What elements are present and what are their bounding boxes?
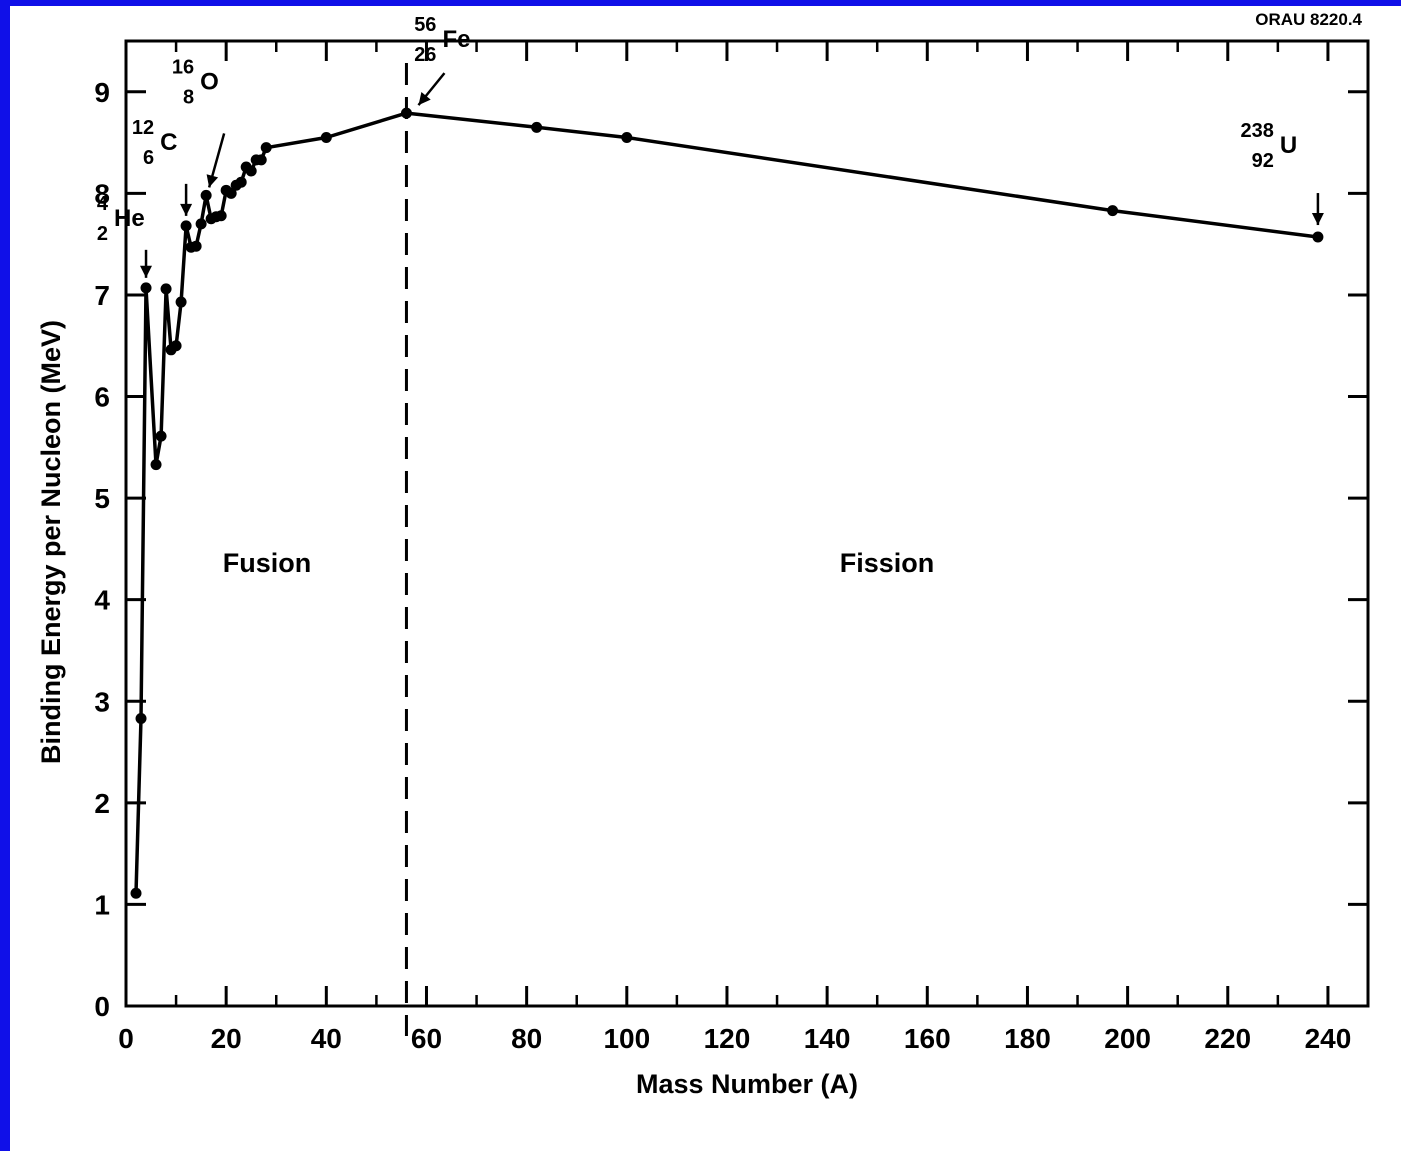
chart-sheet: ORAU 8220.4 0 20 40 60 80 100 120 140 160 180 200 2…: [10, 6, 1401, 1151]
x-tick-label: 160: [904, 1023, 951, 1054]
binding-energy-chart: ORAU 8220.4 0 20 40 60 80 100 120 140 160 180 200 2…: [36, 10, 1370, 1099]
y-tick-label: 5: [94, 483, 110, 514]
data-point: [235, 176, 247, 188]
data-point: [130, 887, 142, 899]
nuclide-arrow-head: [206, 174, 219, 188]
nuclide-symbol: C: [160, 129, 177, 156]
nuclide-mass-number: 238: [1241, 120, 1274, 142]
y-tick-label: 9: [94, 77, 110, 108]
nuclide-atomic-number: 6: [143, 147, 154, 169]
data-point: [180, 220, 192, 232]
data-point: [175, 296, 187, 308]
fission-region-label: Fission: [840, 548, 935, 578]
x-axis-title: Mass Number (A): [636, 1069, 858, 1099]
plot-frame: [124, 39, 1370, 1008]
data-point: [621, 132, 633, 143]
nuclide-atomic-number: 26: [414, 44, 436, 66]
y-tick-label: 1: [94, 889, 110, 920]
data-point: [320, 132, 332, 143]
nuclide-mass-number: 4: [97, 193, 109, 215]
nuclide-atomic-number: 2: [97, 223, 108, 245]
x-tick-label: 220: [1204, 1023, 1251, 1054]
data-point: [135, 713, 147, 725]
y-tick-label: 3: [94, 686, 110, 717]
y-tick-label: 7: [94, 280, 110, 311]
nuclide-arrow-head: [418, 92, 431, 106]
y-tick-label: 8: [94, 178, 110, 209]
nuclide-symbol: U: [1280, 132, 1297, 159]
fusion-region-label: Fusion: [223, 548, 312, 578]
figure-id: ORAU 8220.4: [1255, 10, 1362, 29]
nuclide-symbol: O: [200, 68, 219, 95]
plot-area: 0 20 40 60 80 100 120 140 160 180 200 220 2400123456…: [94, 14, 1370, 1054]
data-point: [1312, 231, 1324, 243]
data-point: [170, 340, 182, 352]
y-tick-label: 2: [94, 788, 110, 819]
y-tick-label: 0: [94, 991, 110, 1022]
binding-energy-line: [134, 111, 1319, 894]
nuclide-arrow-head: [180, 203, 193, 216]
x-tick-label: 0: [118, 1023, 134, 1054]
nuclide-arrow-head: [1311, 213, 1324, 225]
nuclide-mass-number: 12: [132, 117, 154, 139]
nuclide-mass-number: 56: [414, 14, 436, 36]
x-tick-label: 80: [511, 1023, 542, 1054]
data-point: [155, 430, 167, 442]
x-tick-label: 20: [211, 1023, 242, 1054]
x-tick-label: 140: [804, 1023, 851, 1054]
nuclide-atomic-number: 8: [183, 86, 194, 108]
data-point: [200, 189, 212, 201]
data-point: [140, 282, 152, 294]
x-tick-label: 120: [704, 1023, 751, 1054]
data-point: [195, 218, 207, 230]
x-tick-label: 100: [603, 1023, 650, 1054]
y-tick-label: 6: [94, 382, 110, 413]
data-point: [150, 459, 162, 471]
x-tick-label: 40: [311, 1023, 342, 1054]
nuclide-arrow-head: [140, 265, 152, 278]
data-point: [531, 121, 543, 133]
data-point: [1107, 205, 1119, 217]
nuclide-symbol: He: [114, 205, 145, 232]
x-tick-label: 200: [1104, 1023, 1151, 1054]
y-tick-label: 4: [94, 585, 110, 616]
data-point: [225, 187, 237, 199]
x-tick-label: 60: [411, 1023, 442, 1054]
x-tick-label: 180: [1004, 1023, 1051, 1054]
data-point: [215, 210, 227, 222]
data-point: [160, 283, 172, 295]
data-point: [245, 165, 257, 177]
data-point: [255, 154, 267, 166]
data-point: [260, 142, 272, 154]
nuclide-mass-number: 16: [172, 56, 194, 78]
data-point: [190, 240, 202, 252]
x-tick-label: 240: [1305, 1023, 1352, 1054]
y-axis-title: Binding Energy per Nucleon (MeV): [36, 320, 66, 764]
data-point: [400, 107, 412, 119]
nuclide-atomic-number: 92: [1252, 150, 1274, 172]
nuclide-symbol: Fe: [442, 26, 470, 53]
